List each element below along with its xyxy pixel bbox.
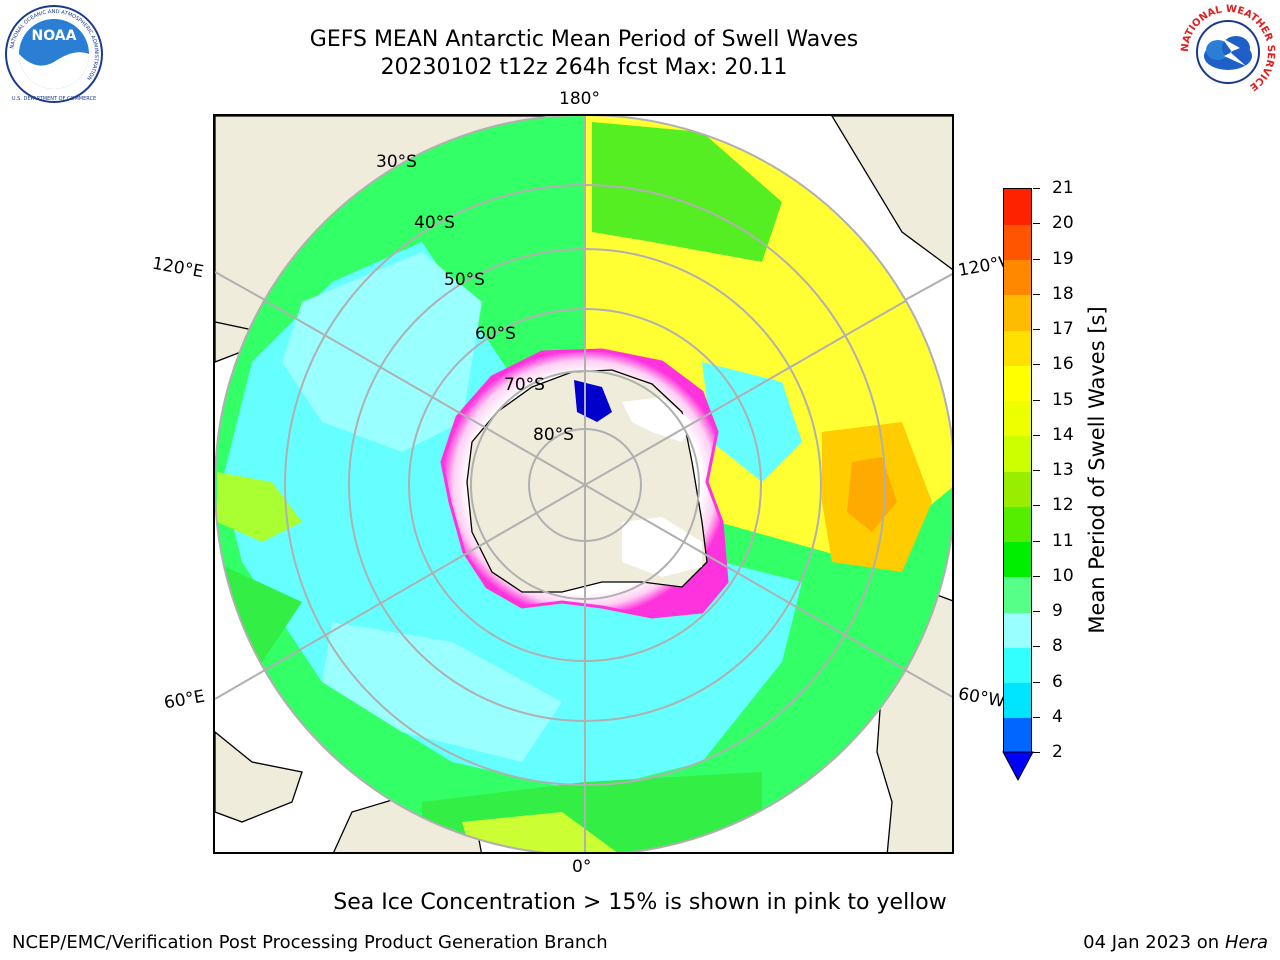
lat-label-40s: 40°S <box>414 213 455 233</box>
colorbar-segment <box>1004 647 1031 683</box>
lon-label-0: 0° <box>572 857 592 877</box>
lat-label-80s: 80°S <box>533 425 574 445</box>
colorbar-tick <box>1033 681 1040 683</box>
colorbar <box>1003 188 1032 754</box>
colorbar-segment <box>1004 541 1031 578</box>
colorbar-tick <box>1033 434 1040 436</box>
colorbar-tick <box>1033 752 1040 753</box>
colorbar-segment <box>1004 506 1031 542</box>
colorbar-tick-label: 4 <box>1052 706 1063 727</box>
noaa-logo-text: NOAA <box>32 28 77 44</box>
colorbar-tick <box>1033 646 1040 648</box>
colorbar-tick-label: 20 <box>1052 213 1074 234</box>
colorbar-tick <box>1033 399 1040 401</box>
colorbar-tick-label: 12 <box>1052 495 1074 516</box>
colorbar-segment <box>1004 717 1031 754</box>
colorbar-tick-label: 14 <box>1052 424 1074 445</box>
nws-logo: NATIONAL WEATHER SERVICE <box>1180 4 1276 99</box>
colorbar-segment <box>1004 682 1031 719</box>
colorbar-segment <box>1004 330 1031 366</box>
colorbar-tick <box>1033 575 1040 577</box>
lon-label-60w: 60°W <box>956 684 1007 712</box>
colorbar-tick <box>1033 293 1040 295</box>
colorbar-tick <box>1033 540 1040 542</box>
colorbar-segment <box>1004 189 1031 225</box>
lon-label-120e: 120°E <box>150 253 206 283</box>
credit-host: Hera <box>1224 932 1268 953</box>
colorbar-tick <box>1033 505 1040 507</box>
colorbar-tick <box>1033 470 1040 471</box>
meridians <box>215 116 952 852</box>
colorbar-tick-label: 11 <box>1052 530 1074 551</box>
colorbar-tick-label: 21 <box>1052 178 1074 198</box>
map-panel <box>213 114 954 854</box>
credit-date: 04 Jan 2023 on Hera <box>1083 932 1268 953</box>
svg-text:U.S. DEPARTMENT OF COMMERCE: U.S. DEPARTMENT OF COMMERCE <box>12 96 96 102</box>
lat-label-50s: 50°S <box>444 270 485 290</box>
colorbar-tick-label: 15 <box>1052 389 1074 410</box>
colorbar-tick-label: 8 <box>1052 636 1063 657</box>
colorbar-tick <box>1033 716 1040 718</box>
colorbar-tick <box>1033 364 1040 366</box>
chart-title: GEFS MEAN Antarctic Mean Period of Swell… <box>309 27 859 52</box>
lat-label-70s: 70°S <box>504 375 545 395</box>
colorbar-tick <box>1033 329 1040 330</box>
colorbar-tick <box>1033 611 1040 612</box>
colorbar-tick <box>1033 258 1040 260</box>
colorbar-label: Mean Period of Swell Waves [s] <box>1085 306 1109 634</box>
colorbar-tick-label: 10 <box>1052 565 1074 586</box>
meridian-extensions <box>215 271 952 700</box>
noaa-logo: NOAA NATIONAL OCEANIC AND ATMOSPHERIC AD… <box>5 5 103 103</box>
colorbar-segment <box>1004 435 1031 472</box>
colorbar-segment <box>1004 576 1031 613</box>
lat-label-30s: 30°S <box>376 152 417 172</box>
lat-label-60s: 60°S <box>475 324 516 344</box>
colorbar-tick-label: 18 <box>1052 283 1074 304</box>
colorbar-tick-label: 19 <box>1052 248 1074 269</box>
colorbar-tick-label: 17 <box>1052 319 1074 339</box>
colorbar-segment <box>1004 471 1031 507</box>
credit-branch: NCEP/EMC/Verification Post Processing Pr… <box>12 932 608 953</box>
colorbar-tick-label: 9 <box>1052 601 1063 621</box>
colorbar-tick-label: 2 <box>1052 742 1063 762</box>
colorbar-tick-label: 6 <box>1052 671 1063 692</box>
colorbar-extend-arrow <box>1002 751 1034 782</box>
colorbar-segment <box>1004 294 1031 331</box>
colorbar-segment <box>1004 365 1031 401</box>
colorbar-segment <box>1004 224 1031 260</box>
colorbar-tick <box>1033 188 1040 189</box>
sea-ice-note: Sea Ice Concentration > 15% is shown in … <box>333 890 947 915</box>
lon-label-60e: 60°E <box>162 686 207 714</box>
lon-label-180: 180° <box>559 89 600 109</box>
colorbar-segment <box>1004 612 1031 648</box>
colorbar-tick-label: 16 <box>1052 354 1074 375</box>
south-polar-map <box>215 116 952 852</box>
colorbar-segment <box>1004 400 1031 437</box>
chart-subtitle: 20230102 t12z 264h fcst Max: 20.11 <box>380 55 788 80</box>
colorbar-tick <box>1033 223 1040 225</box>
colorbar-tick-label: 13 <box>1052 460 1074 480</box>
colorbar-segment <box>1004 259 1031 296</box>
